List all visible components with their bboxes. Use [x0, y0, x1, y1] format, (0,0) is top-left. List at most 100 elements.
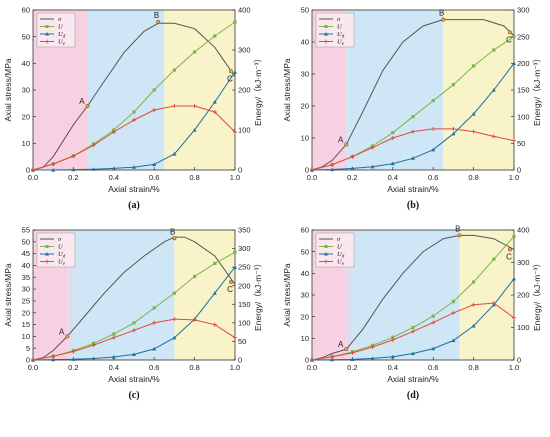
- y-right-tick-label: 0: [517, 166, 521, 175]
- legend-marker: [45, 259, 49, 264]
- x-tick-label: 0.0: [307, 363, 317, 372]
- data-point-ue: [233, 335, 237, 340]
- y-tick-label: 5: [26, 344, 30, 353]
- data-point-ue: [310, 168, 314, 172]
- y-axis-label: Axial stress/MPa: [282, 58, 292, 122]
- data-point-ue: [212, 110, 217, 114]
- x-tick-label: 0.0: [28, 363, 38, 372]
- y-tick-label: 45: [22, 249, 30, 258]
- key-point-label: C: [227, 285, 233, 294]
- y-right-axis-label: Energy/（kJ·m⁻³）: [532, 259, 542, 331]
- y-right-tick-label: 100: [238, 126, 251, 135]
- y-right-tick-label: 200: [517, 291, 530, 300]
- data-point-u: [152, 306, 156, 310]
- data-point-ue: [512, 315, 516, 320]
- data-point-u: [451, 299, 455, 304]
- y-tick-label: 50: [301, 6, 309, 15]
- data-point-ue: [172, 317, 177, 322]
- data-point-u: [431, 99, 435, 103]
- legend-marker: [45, 32, 49, 36]
- key-point-marker: [507, 247, 512, 252]
- y-right-tick-label: 200: [238, 86, 251, 95]
- y-right-tick-label: 50: [238, 337, 246, 346]
- y-right-tick-label: 200: [517, 59, 530, 68]
- legend-label: Ue: [58, 259, 66, 268]
- data-point-u: [172, 68, 176, 72]
- stage-zone: [443, 10, 514, 170]
- y-right-tick-label: 0: [238, 356, 242, 365]
- data-point-ue: [330, 162, 335, 167]
- data-point-u: [233, 20, 237, 24]
- key-point-label: B: [439, 9, 444, 18]
- legend-marker: [324, 245, 328, 248]
- y-tick-label: 50: [22, 32, 30, 41]
- legend-marker: [324, 39, 328, 44]
- y-right-tick-label: 150: [517, 86, 530, 95]
- legend-label: Ud: [58, 31, 66, 40]
- y-tick-label: 30: [22, 86, 30, 95]
- stage-zone: [87, 10, 165, 170]
- y-right-tick-label: 100: [238, 318, 251, 327]
- y-tick-label: 35: [22, 273, 30, 282]
- key-point-label: A: [338, 135, 344, 144]
- key-point-label: C: [227, 74, 233, 83]
- data-point-ud: [330, 357, 335, 362]
- stage-zone: [352, 230, 460, 360]
- x-tick-label: 0.4: [109, 173, 119, 182]
- legend-label: Ue: [58, 39, 66, 48]
- data-point-ue: [31, 358, 35, 362]
- stage-zone: [73, 230, 175, 360]
- y-tick-label: 60: [22, 6, 30, 15]
- data-point-ud: [111, 166, 116, 170]
- data-point-u: [472, 280, 476, 284]
- data-point-ue: [330, 354, 335, 359]
- y-tick-label: 40: [301, 38, 309, 47]
- data-point-ud: [111, 355, 116, 359]
- data-point-ud: [71, 357, 76, 361]
- y-right-tick-label: 400: [238, 6, 251, 15]
- key-point-marker: [65, 334, 70, 339]
- data-point-ue: [152, 108, 157, 112]
- data-point-ud: [431, 147, 436, 152]
- x-tick-label: 0.2: [347, 173, 357, 182]
- data-point-ue: [491, 134, 496, 139]
- data-point-ue: [111, 130, 116, 134]
- data-point-ue: [431, 126, 436, 131]
- data-point-ud: [512, 276, 516, 281]
- panel-caption: (c): [128, 390, 139, 401]
- y-right-axis-label: Energy/（kJ·m⁻³）: [532, 54, 542, 126]
- legend-marker: [45, 245, 49, 248]
- x-tick-label: 0.8: [468, 173, 478, 182]
- data-point-ue: [471, 302, 476, 307]
- panel-caption: (d): [407, 390, 419, 401]
- data-point-ud: [370, 164, 375, 169]
- y-tick-label: 20: [301, 312, 309, 321]
- y-tick-label: 10: [22, 139, 30, 148]
- legend-marker: [324, 259, 328, 264]
- data-point-ud: [471, 323, 476, 328]
- data-point-ud: [152, 162, 157, 166]
- data-point-ud: [370, 356, 375, 360]
- data-point-u: [213, 261, 217, 266]
- key-point-label: C: [506, 253, 512, 262]
- y-right-axis-label: Energy/（kJ·m⁻³）: [253, 259, 263, 331]
- y-right-tick-label: 100: [517, 112, 530, 121]
- y-right-tick-label: 300: [238, 244, 251, 253]
- data-point-ud: [390, 354, 395, 359]
- y-tick-label: 20: [22, 112, 30, 121]
- data-point-ud: [212, 291, 217, 295]
- y-right-tick-label: 150: [238, 300, 251, 309]
- y-right-tick-label: 0: [238, 166, 242, 175]
- y-tick-label: 0: [305, 166, 309, 175]
- legend-label: U: [337, 244, 343, 251]
- legend-marker: [45, 39, 49, 44]
- key-point-label: A: [79, 97, 85, 106]
- y-tick-label: 30: [301, 291, 309, 300]
- y-right-tick-label: 100: [517, 323, 530, 332]
- y-right-tick-label: 400: [517, 226, 530, 235]
- data-point-ud: [411, 351, 415, 356]
- y-tick-label: 10: [22, 332, 30, 341]
- key-point-marker: [344, 347, 349, 352]
